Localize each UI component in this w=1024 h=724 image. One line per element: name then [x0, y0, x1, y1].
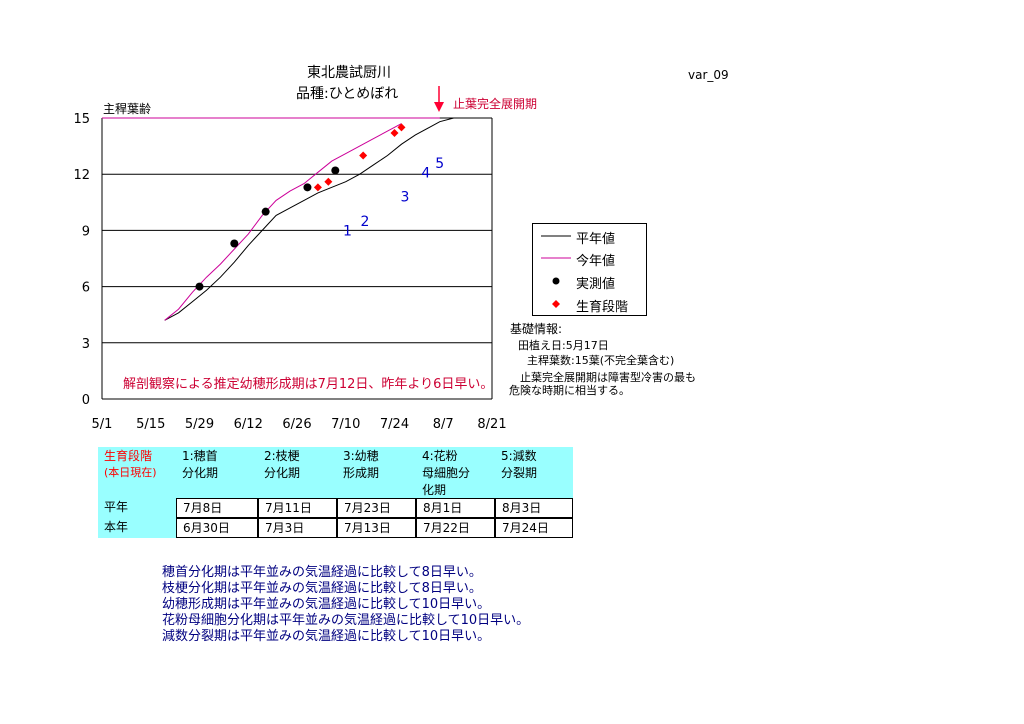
prediction-text: 解剖観察による推定幼穂形成期は7月12日、昨年より6日早い。 [123, 377, 493, 392]
note-line: 枝梗分化期は平年並みの気温経過に比較して8日早い。 [162, 581, 482, 596]
info-note-line2: 危険な時期に相当する。 [509, 384, 630, 397]
stage-cell: 7月13日 [337, 518, 416, 538]
x-tick-label: 8/7 [433, 417, 454, 432]
stage-row-label: 平年 [98, 498, 176, 518]
legend-symbols [541, 235, 571, 308]
x-tick-label: 8/21 [477, 417, 506, 432]
stage-number-label: 5 [435, 156, 444, 172]
y-tick-label: 9 [82, 224, 90, 239]
stage-header-1-line-2: 分化期 [182, 466, 219, 480]
arrow-label: 止葉完全展開期 [453, 97, 538, 111]
arrow-head [434, 102, 444, 112]
stage-number-label: 2 [360, 214, 369, 230]
info-leaf-count: 主稈葉数:15葉(不完全葉含む) [527, 354, 675, 367]
stage-row-label: 本年 [98, 518, 176, 538]
stage-cell: 8月3日 [495, 498, 573, 518]
stage-number-label: 4 [421, 165, 430, 181]
stage-header-3: 3:幼穂 形成期 [337, 447, 416, 498]
stage-diamond [359, 151, 368, 160]
note-line: 減数分裂期は平年並みの気温経過に比較して10日早い。 [162, 629, 491, 644]
x-tick-label: 7/10 [331, 417, 360, 432]
stage-cell: 8月1日 [416, 498, 495, 518]
note-line: 穂首分化期は平年並みの気温経過に比較して8日早い。 [162, 565, 482, 580]
series-line [164, 123, 402, 321]
measured-point [195, 282, 204, 291]
stage-cell: 7月24日 [495, 518, 573, 538]
notes-block: 穂首分化期は平年並みの気温経過に比較して8日早い。 枝梗分化期は平年並みの気温経… [162, 565, 529, 645]
stage-cell: 7月3日 [258, 518, 337, 538]
x-tick-label: 5/1 [92, 417, 113, 432]
stage-corner-label-2: (本日現在) [104, 466, 157, 479]
measured-point [261, 207, 270, 216]
legend-diamond-stage [552, 300, 560, 308]
stage-diamond [313, 183, 322, 192]
stage-diamond [397, 123, 406, 132]
y-tick-label: 3 [82, 337, 90, 352]
info-heading: 基礎情報: [510, 322, 563, 336]
stage-diamond [390, 128, 399, 137]
stage-header-2-line-1: 2:枝梗 [264, 449, 300, 463]
y-axis-label: 主稈葉齢 [103, 102, 152, 116]
stage-header-2-line-2: 分化期 [264, 466, 301, 480]
stage-header-4: 4:花粉 母細胞分 化期 [416, 447, 495, 498]
info-note-line1: 止葉完全展開期は障害型冷害の最も [520, 371, 696, 384]
stage-header-4-line-2: 母細胞分 [422, 466, 471, 480]
stage-row-normal: 平年 7月8日 7月11日 7月23日 8月1日 8月3日 [98, 498, 573, 518]
x-tick-label: 5/15 [136, 417, 165, 432]
stage-cell: 7月22日 [416, 518, 495, 538]
legend: 平年値 今年値 実測値 生育段階 [532, 223, 647, 316]
stage-number-label: 1 [343, 223, 352, 239]
stage-row-current: 本年 6月30日 7月3日 7月13日 7月22日 7月24日 [98, 518, 573, 538]
info-planting: 田植え日:5月17日 [518, 339, 609, 352]
stage-cell: 7月8日 [176, 498, 258, 518]
stage-header-4-line-3: 化期 [422, 483, 447, 497]
x-tick-label: 6/12 [234, 417, 263, 432]
chart-subtitle: 品種:ひとめぼれ [296, 86, 399, 102]
y-tick-label: 0 [82, 393, 90, 408]
measured-point [331, 166, 340, 175]
stage-table-header: 生育段階 (本日現在) 1:穂首 分化期 2:枝梗 分化期 3:幼穂 形成期 4… [98, 447, 573, 498]
x-tick-label: 6/26 [282, 417, 311, 432]
stage-cell: 7月11日 [258, 498, 337, 518]
stage-header-3-line-1: 3:幼穂 [343, 449, 379, 463]
y-tick-label: 15 [73, 112, 90, 127]
stage-header-5-line-2: 分裂期 [501, 466, 538, 480]
stage-header-3-line-2: 形成期 [343, 466, 380, 480]
stage-diamond [324, 177, 333, 186]
note-line: 幼穂形成期は平年並みの気温経過に比較して10日早い。 [162, 597, 491, 612]
legend-label-current: 今年値 [576, 254, 616, 269]
measured-point [230, 239, 239, 248]
stage-corner: 生育段階 (本日現在) [98, 447, 176, 498]
stage-number-label: 3 [400, 190, 409, 206]
legend-label-measured: 実測値 [576, 277, 616, 292]
measured-point [303, 183, 312, 192]
chart-title: 東北農試厨川 [307, 65, 391, 81]
stage-header-5-line-1: 5:減数 [501, 449, 537, 463]
y-tick-label: 12 [73, 168, 90, 183]
legend-label-normal: 平年値 [576, 232, 616, 247]
stage-header-4-line-1: 4:花粉 [422, 449, 458, 463]
stage-corner-label-1: 生育段階 [104, 449, 153, 463]
x-tick-label: 5/29 [185, 417, 214, 432]
series-line [164, 117, 454, 321]
note-line: 花粉母細胞分化期は平年並みの気温経過に比較して10日早い。 [162, 613, 530, 628]
legend-label-stage: 生育段階 [576, 300, 629, 315]
legend-point-measured [552, 277, 560, 285]
x-tick-label: 7/24 [380, 417, 409, 432]
stage-cell: 7月23日 [337, 498, 416, 518]
stage-header-1: 1:穂首 分化期 [176, 447, 258, 498]
stage-header-1-line-1: 1:穂首 [182, 449, 218, 463]
y-tick-label: 6 [82, 281, 90, 296]
stage-header-5: 5:減数 分裂期 [495, 447, 573, 498]
stage-cell: 6月30日 [176, 518, 258, 538]
version-label: var_09 [688, 68, 729, 82]
stage-table: 生育段階 (本日現在) 1:穂首 分化期 2:枝梗 分化期 3:幼穂 形成期 4… [98, 447, 573, 538]
stage-header-2: 2:枝梗 分化期 [258, 447, 337, 498]
